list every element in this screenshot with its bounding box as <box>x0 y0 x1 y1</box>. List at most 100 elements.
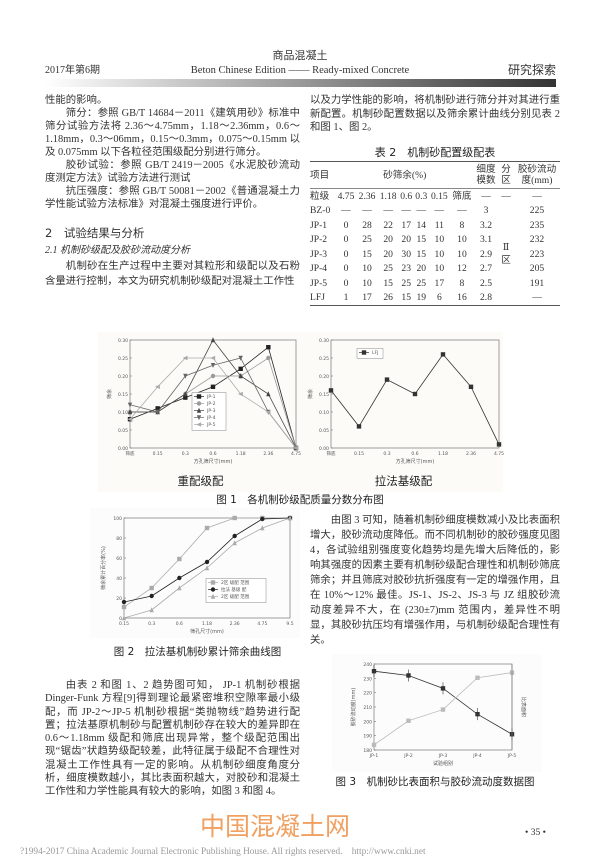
data-point <box>210 384 216 389</box>
table-cell: — <box>501 190 511 202</box>
legend-label: JP-3 <box>206 408 216 414</box>
data-point <box>210 363 216 368</box>
y-tick-label: 0.30 <box>118 338 128 344</box>
table-cell: 8 <box>459 219 465 231</box>
y-axis-label: 筛余 <box>307 389 314 399</box>
x-tick-label: 2.36 <box>230 621 240 627</box>
x-axis-label: 方孔筛尺寸(mm) <box>194 458 233 465</box>
table-row: BZ-0 — — — — — — — 3 Ⅱ区 225 <box>310 204 560 266</box>
data-point <box>361 350 367 355</box>
table-cell: — <box>401 205 411 217</box>
series-line-0 <box>373 670 513 735</box>
data-point <box>154 384 160 389</box>
y-tick-label: 0.25 <box>319 356 329 362</box>
legend-label: JP-4 <box>206 415 216 421</box>
data-point <box>196 401 202 406</box>
table-cell: 23 <box>401 263 411 275</box>
y-tick-label: 180 <box>363 748 372 754</box>
journal-title-cn: 商品混凝土 <box>272 49 328 62</box>
table-row: JP-4 0 10 25 23 20 10 12 2.7 205 <box>310 262 560 277</box>
table-cell: 10 <box>434 248 445 260</box>
x-tick-label: JP-1 <box>369 753 379 759</box>
legend-label: JP-5 <box>206 422 216 428</box>
legend-label: 拉法 基级 配 <box>221 586 247 593</box>
table-cell: 20 <box>416 263 427 275</box>
table-cell: 0.15 <box>430 190 448 202</box>
th-residue: 砂筛余(%) <box>383 169 427 181</box>
data-point <box>356 424 362 429</box>
data-point <box>127 417 133 422</box>
y-tick-label: 0.30 <box>319 338 329 344</box>
data-point <box>127 409 133 415</box>
data-point <box>121 599 127 605</box>
table-cell: — <box>457 205 467 217</box>
table-cell: JP-3 <box>310 248 328 260</box>
table-cell: 10 <box>434 263 445 275</box>
y-tick-label: 40 <box>116 576 122 582</box>
y-tick-label: 100 <box>113 516 122 522</box>
data-point <box>210 373 216 379</box>
journal-title-en: Beton Chinese Edition —— Ready-mixed Con… <box>190 65 410 76</box>
data-point <box>406 718 411 723</box>
paragraph: 抗压强度：参照 GB/T 50081－2002《普通混凝土力学性能试验方法标准》… <box>45 186 300 210</box>
table-cell: 17 <box>434 277 445 289</box>
table-cell: 2.36 <box>358 190 376 202</box>
data-point <box>260 525 265 531</box>
y2-axis-label: 比表面积 <box>520 697 527 717</box>
data-point <box>196 407 202 413</box>
chart-regraded: 0.00 0.05 0.10 0.15 0.20 0.25 0.30 筛底 0.15 0.3 0.6… <box>106 337 301 465</box>
y-tick-label: 0.05 <box>319 428 329 434</box>
y-tick-label: 0.05 <box>118 428 128 434</box>
y-tick-label: 0.25 <box>118 356 128 362</box>
x-tick-label: 0.15 <box>119 621 129 627</box>
data-point <box>210 593 216 599</box>
table-cell: 15 <box>362 248 372 260</box>
y-tick-label: 0.10 <box>118 410 128 416</box>
paragraph: 机制砂在生产过程中主要对其粒形和级配以及石粉含量进行控制，本文为研究机制砂级配对… <box>45 261 300 287</box>
table-cell: 10 <box>457 248 467 260</box>
x-tick-label: 1.18 <box>202 621 212 627</box>
figure-3-caption: 图 3 机制砂比表面积与胶砂流动度数据图 <box>335 776 535 788</box>
x-tick-label: 4.75 <box>291 451 301 457</box>
x-tick-label: 筛底 <box>126 450 135 457</box>
th-fineness: 细度模数 <box>476 164 496 186</box>
y-axis-label: 筛余累计百分率(%) <box>100 546 107 590</box>
paragraph: 胶砂试验：参照 GB/T 2419－2005《水泥胶砂流动度测定方法》试验方法进… <box>45 160 300 184</box>
series-line-0 <box>330 353 500 445</box>
data-point <box>204 565 210 571</box>
plot-frame <box>373 663 513 751</box>
table-cell: 25 <box>383 263 393 275</box>
x-axis-label: 筛孔尺寸(mm) <box>190 628 224 635</box>
table-cell: 0.6 <box>400 190 413 202</box>
section-label: 研究探索 <box>507 63 556 77</box>
data-point <box>384 377 390 382</box>
table-cell: 30 <box>401 248 411 260</box>
data-point <box>210 355 216 361</box>
table-cell: 25 <box>362 234 372 246</box>
data-point <box>155 409 160 415</box>
table-grade-row: 粒级 4.75 2.36 1.18 0.6 0.3 0.15 筛底 — — — <box>310 189 560 204</box>
table-cell: 16 <box>457 292 467 304</box>
data-point <box>468 384 474 389</box>
watermark-logo: 中国混凝土网 <box>200 812 351 841</box>
x-tick-label: JP-2 <box>403 753 413 759</box>
x-tick-label: JP-5 <box>507 753 517 759</box>
data-point <box>266 391 271 397</box>
data-point <box>196 422 202 427</box>
data-point <box>196 394 202 399</box>
paragraph: 由图 3 可知，随着机制砂细度模数减小及比表面积增大，胶砂流动度降低。而不同机制… <box>310 515 560 646</box>
left-column: 性能的影响。 筛分：参照 GB/T 14684－2011《建筑用砂》标准中筛分试… <box>45 94 300 289</box>
data-point <box>260 516 265 522</box>
paragraph: 由表 2 和图 1、2 趋势图可知， JP-1 机制砂根据 Dinger-Fun… <box>45 680 300 798</box>
table-cell: — <box>532 190 542 202</box>
table-cell: 筛底 <box>452 190 472 202</box>
table-cell: 15 <box>401 292 411 304</box>
data-point <box>266 355 271 361</box>
table-cell: 0.3 <box>415 190 428 202</box>
x-tick-label: 0.6 <box>411 451 418 457</box>
table-cell: JP-1 <box>310 219 328 231</box>
x-tick-label: 0.15 <box>354 451 364 457</box>
table-cell: 25 <box>416 277 427 289</box>
paragraph: 性能的影响。 <box>45 95 108 106</box>
data-point <box>238 373 243 379</box>
